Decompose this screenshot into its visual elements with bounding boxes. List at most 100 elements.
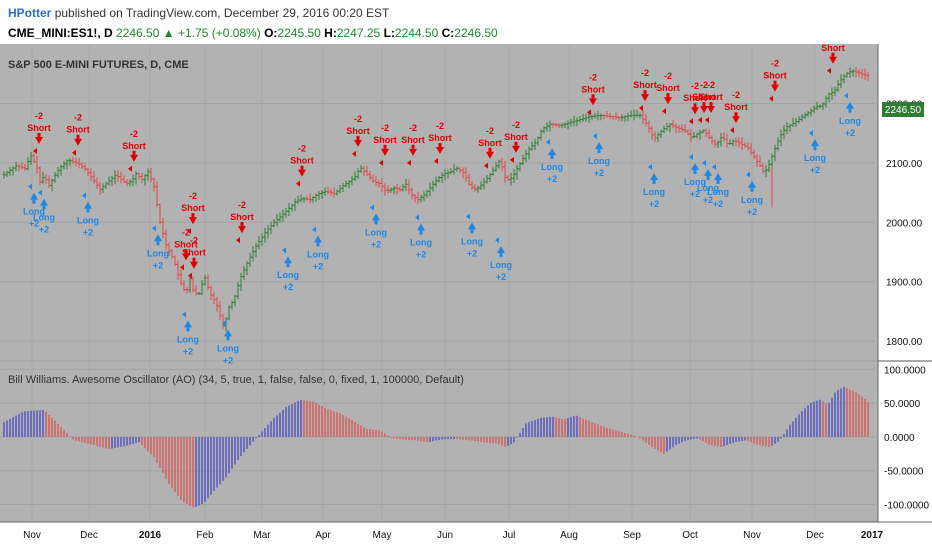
time-tick-label: Dec [806,530,824,541]
ohlc-bar [341,182,345,193]
ohlc-bar [755,154,759,167]
svg-text:-2: -2 [486,126,494,136]
close-value: 2246.50 [454,26,498,40]
ohlc-bar [350,175,354,186]
ohlc-bar [386,185,390,194]
svg-text:-2: -2 [130,129,138,139]
ohlc-bar [245,261,249,276]
ohlc-bar [95,177,99,189]
ohlc-bar [608,113,612,120]
ohlc-bar [686,129,690,136]
long-signal: Long +2 [588,133,610,178]
long-signal: Long +2 [217,320,239,365]
last-price-tag: 2246.50 [882,102,924,117]
svg-text:Long: Long [410,238,432,248]
long-signal: Long +2 [643,164,665,209]
long-signal: Long +2 [461,213,483,258]
ohlc-bar [602,113,606,120]
time-tick-label: Sep [623,530,641,541]
short-signal: -2 Short [724,90,748,134]
svg-text:+2: +2 [547,174,557,184]
ohlc-bar [812,105,816,113]
svg-text:Long: Long [307,249,329,259]
short-signal: -2 Short [373,123,397,166]
short-signal: -2 Short [66,113,90,156]
ohlc-bar [128,179,132,187]
ohlc-bar [416,191,420,204]
svg-text:+2: +2 [496,272,506,282]
ohlc-bar [8,167,12,177]
price-pane-title: S&P 500 E-MINI FUTURES, D, CME [8,59,189,71]
ohlc-bar [722,131,726,142]
oscillator-title: Bill Williams. Awesome Oscillator (AO) (… [8,374,464,386]
ohlc-bar [77,158,81,169]
ohlc-bar [494,161,498,172]
ohlc-bar [662,125,666,133]
ohlc-bar [173,255,177,266]
ohlc-bar [572,115,576,127]
ohlc-bar [704,128,708,138]
author-link[interactable]: HPotter [8,6,52,20]
ohlc-bar [422,191,426,202]
price-change: +1.75 (+0.08%) [178,26,261,40]
ohlc-bar [251,246,255,262]
ohlc-bar [242,266,246,280]
svg-text:Long: Long [277,270,299,280]
ohlc-bar [164,229,168,251]
svg-text:Long: Long [697,183,719,193]
ohlc-bar [122,175,126,184]
ohlc-bar [782,125,786,140]
ohlc-bar [851,68,855,77]
short-signal: -2 Short [401,123,425,166]
short-signal: -2 Short [699,80,723,124]
ohlc-bar [653,130,657,143]
close-label: C: [441,26,455,40]
svg-text:-2: -2 [589,72,597,82]
svg-text:Short: Short [763,71,787,81]
ohlc-bar [689,129,693,143]
ohlc-bar [35,156,39,174]
ohlc-bar [314,193,318,202]
svg-text:Short: Short [230,212,254,222]
ohlc-bar [500,158,504,172]
ohlc-bar [296,195,300,204]
svg-text:Short: Short [821,44,845,53]
ohlc-bar [194,284,198,296]
symbol-name[interactable]: CME_MINI:ES1!, D [8,26,113,40]
long-signal: Long +2 [684,153,706,199]
ohlc-bar [26,157,30,171]
svg-text:+2: +2 [845,128,855,138]
svg-text:-2: -2 [238,200,246,210]
svg-text:Short: Short [401,135,425,145]
up-triangle-icon: ▲ [162,26,175,40]
svg-text:+2: +2 [810,165,820,175]
ohlc-bar [65,159,69,170]
svg-text:Long: Long [707,187,729,197]
high-value: 2247.25 [336,26,381,40]
ohlc-bar [248,252,252,267]
ohlc-bar [275,213,279,227]
ohlc-bar [497,159,501,169]
publish-line: HPotter published on TradingView.com, De… [8,6,389,20]
low-label: L: [383,26,395,40]
ohlc-bar [17,163,21,172]
svg-text:+2: +2 [183,346,193,356]
long-signal: Long +2 [804,130,826,175]
ohlc-bar [263,227,267,243]
ohlc-bar [335,189,339,196]
ohlc-bar [323,187,327,196]
ohlc-bar [305,196,309,201]
svg-text:-2: -2 [641,68,649,78]
ohlc-bar [383,183,387,196]
short-signal: -2 Short [656,71,680,115]
ohlc-bar [236,282,240,300]
ohlc-bar [743,142,747,149]
ohlc-bar [29,152,33,165]
ohlc-bar [746,141,750,151]
ohlc-bar [713,139,717,148]
ohlc-bar [50,178,54,192]
ohlc-bar [116,170,120,182]
ohlc-bar [452,163,456,175]
ohlc-bar [428,182,432,197]
